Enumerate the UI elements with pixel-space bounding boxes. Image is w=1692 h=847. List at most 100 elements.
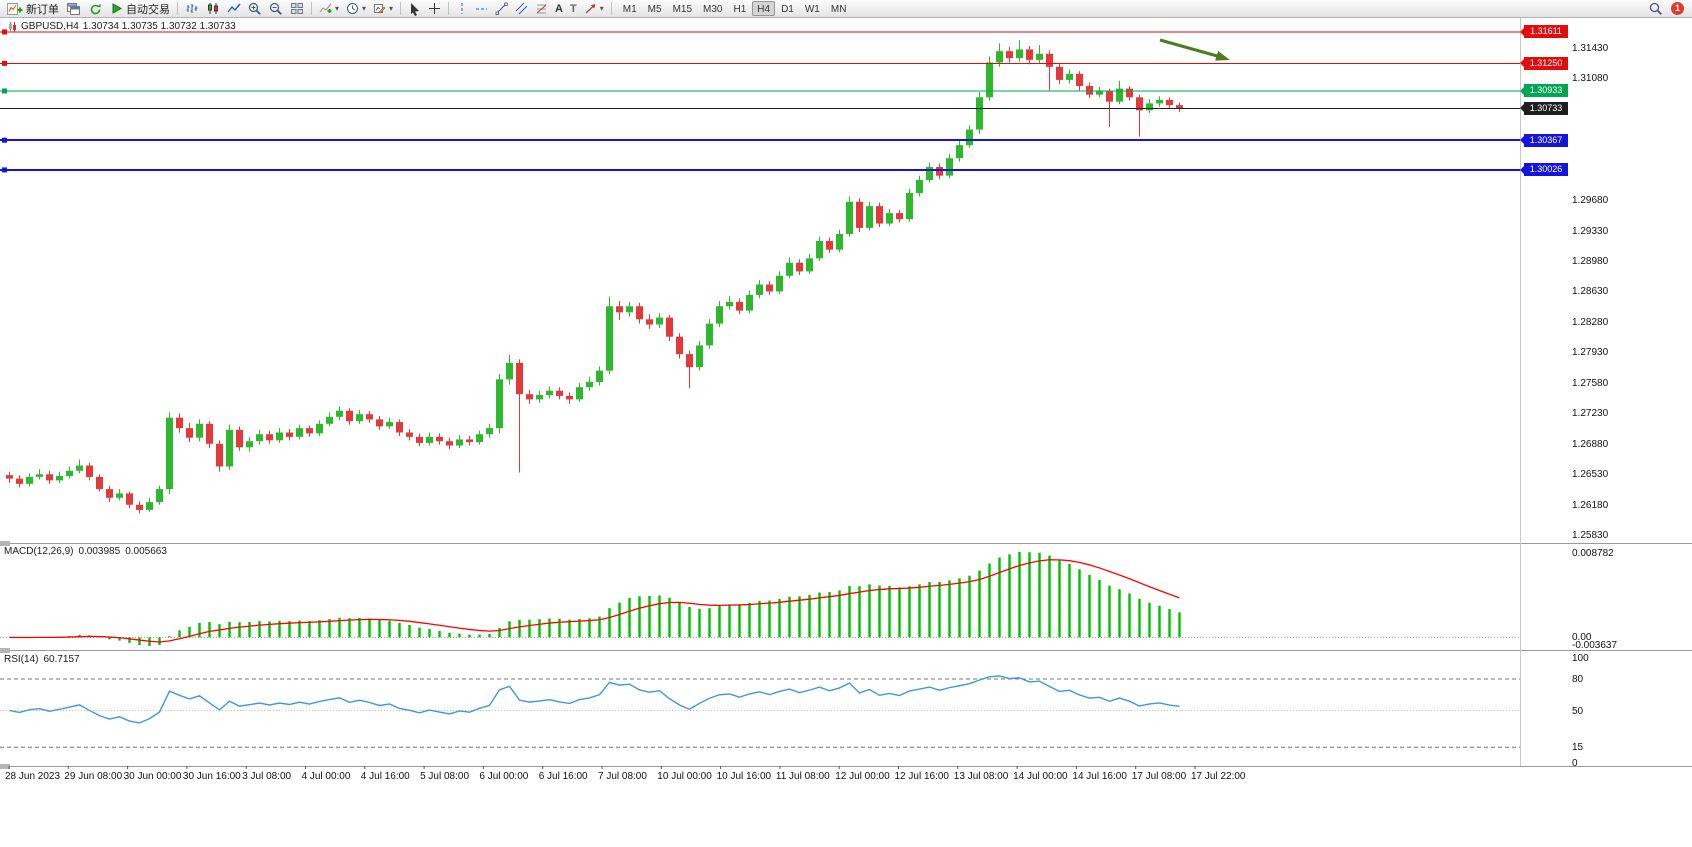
timeframe-H1[interactable]: H1 bbox=[733, 4, 747, 15]
price-axis-label: 1.26180 bbox=[1572, 499, 1609, 511]
candle-body bbox=[476, 434, 483, 443]
line-chart-button[interactable] bbox=[224, 1, 244, 17]
cursor-icon bbox=[411, 2, 420, 16]
candle-body bbox=[536, 395, 543, 400]
candle-body bbox=[216, 443, 223, 467]
new-order-button[interactable]: 新订单 bbox=[4, 1, 62, 17]
candle-body bbox=[526, 394, 533, 400]
arrows-tool-button[interactable]: ▾ bbox=[581, 1, 607, 17]
candle-body bbox=[316, 423, 323, 434]
chart-canvas[interactable] bbox=[0, 18, 1692, 847]
time-axis-label: 6 Jul 16:00 bbox=[538, 771, 588, 782]
trendline-button[interactable] bbox=[492, 1, 511, 17]
text-tool-button[interactable]: A bbox=[552, 1, 566, 17]
indicators-button[interactable]: ▾ bbox=[316, 1, 342, 17]
candle-body bbox=[986, 62, 993, 98]
timeframe-H4[interactable]: H4 bbox=[752, 1, 776, 16]
candle-body bbox=[1146, 103, 1153, 111]
periods-button[interactable]: ▾ bbox=[343, 1, 369, 17]
panel-resize-grip[interactable] bbox=[0, 648, 10, 653]
candle-body bbox=[616, 306, 623, 313]
candle-body bbox=[766, 284, 773, 292]
panel-resize-grip[interactable] bbox=[0, 541, 10, 546]
toolbar-separator bbox=[610, 2, 612, 15]
refresh-button[interactable] bbox=[85, 1, 106, 17]
candlestick-chart-button[interactable] bbox=[203, 1, 223, 17]
label-tool-button[interactable]: T bbox=[567, 1, 580, 17]
candle-body bbox=[1106, 91, 1113, 102]
candle-body bbox=[266, 434, 273, 441]
candle-body bbox=[796, 262, 803, 272]
candle-body bbox=[996, 51, 1003, 63]
time-axis-label: 14 Jul 00:00 bbox=[1013, 771, 1068, 782]
autotrading-label: 自动交易 bbox=[126, 3, 170, 16]
candle-body bbox=[1036, 53, 1043, 60]
price-tag-notch bbox=[1520, 27, 1524, 36]
price-tag-notch bbox=[1520, 165, 1524, 174]
bar-chart-button[interactable] bbox=[182, 1, 202, 17]
candle-body bbox=[886, 213, 893, 224]
label-tool-icon: T bbox=[570, 2, 577, 15]
candle-body bbox=[866, 206, 873, 228]
notification-badge[interactable]: 1 bbox=[1671, 2, 1684, 15]
hline-handle[interactable] bbox=[2, 137, 7, 143]
tile-windows-button[interactable] bbox=[287, 1, 307, 17]
candle-body bbox=[936, 166, 943, 176]
candle-body bbox=[486, 428, 493, 435]
rsi-axis-label: 0 bbox=[1572, 758, 1578, 769]
timeframe-M5[interactable]: M5 bbox=[647, 4, 662, 15]
candle-body bbox=[1046, 53, 1053, 67]
macd-axis-label: 0.008782 bbox=[1572, 548, 1614, 559]
candle-body bbox=[236, 429, 243, 448]
arrow-annotation[interactable] bbox=[1159, 38, 1220, 58]
chevron-down-icon: ▾ bbox=[389, 3, 394, 13]
channel-button[interactable] bbox=[512, 1, 531, 17]
template-icon bbox=[374, 4, 386, 14]
candle-body bbox=[746, 294, 753, 311]
candle-body bbox=[606, 306, 613, 371]
new-chart-button[interactable] bbox=[63, 1, 84, 17]
timeframe-D1[interactable]: D1 bbox=[781, 4, 794, 15]
chevron-down-icon: ▾ bbox=[335, 3, 340, 13]
templates-button[interactable]: ▾ bbox=[370, 1, 396, 17]
zoom-out-button[interactable] bbox=[266, 1, 286, 17]
horizontal-line-button[interactable] bbox=[472, 1, 491, 17]
cursor-button[interactable] bbox=[405, 1, 424, 17]
autotrading-button[interactable]: 自动交易 bbox=[107, 1, 173, 17]
timeframe-W1[interactable]: W1 bbox=[804, 4, 820, 15]
arrow-tool-icon bbox=[585, 4, 596, 14]
candle-body bbox=[896, 213, 903, 220]
candle-body bbox=[466, 439, 473, 443]
candle-body bbox=[1156, 99, 1163, 104]
hline-handle[interactable] bbox=[2, 88, 7, 94]
hline-handle[interactable] bbox=[2, 60, 7, 66]
search-button[interactable] bbox=[1646, 1, 1666, 17]
candle-body bbox=[816, 240, 823, 259]
chevron-down-icon: ▾ bbox=[362, 3, 367, 13]
timeframe-M15[interactable]: M15 bbox=[672, 4, 693, 15]
rsi-axis-label: 100 bbox=[1572, 653, 1589, 664]
arrow-annotation-head[interactable] bbox=[1215, 51, 1230, 61]
time-axis-label: 10 Jul 00:00 bbox=[657, 771, 712, 782]
hline-handle[interactable] bbox=[2, 29, 7, 35]
zoom-in-button[interactable] bbox=[245, 1, 265, 17]
zoom-out-icon bbox=[269, 2, 282, 15]
chart-symbol-icon bbox=[9, 21, 16, 32]
candle-body bbox=[286, 432, 293, 437]
candle-body bbox=[566, 395, 573, 400]
price-scale[interactable] bbox=[1520, 18, 1692, 766]
timeframe-MN[interactable]: MN bbox=[830, 4, 847, 15]
crosshair-button[interactable] bbox=[425, 1, 444, 17]
time-axis-label: 11 Jul 08:00 bbox=[775, 771, 830, 782]
candle-body bbox=[506, 362, 513, 380]
vertical-line-button[interactable] bbox=[453, 1, 471, 17]
candle-body bbox=[916, 180, 923, 194]
panel-resize-grip[interactable] bbox=[0, 764, 10, 769]
price-tag-1.30026: 1.30026 bbox=[1520, 163, 1568, 177]
hline-handle[interactable] bbox=[2, 167, 7, 173]
candle-body bbox=[1166, 99, 1173, 106]
time-axis-label: 4 Jul 00:00 bbox=[301, 771, 351, 782]
timeframe-M30[interactable]: M30 bbox=[703, 4, 723, 15]
timeframe-M1[interactable]: M1 bbox=[622, 4, 637, 15]
fibonacci-button[interactable] bbox=[532, 1, 551, 17]
